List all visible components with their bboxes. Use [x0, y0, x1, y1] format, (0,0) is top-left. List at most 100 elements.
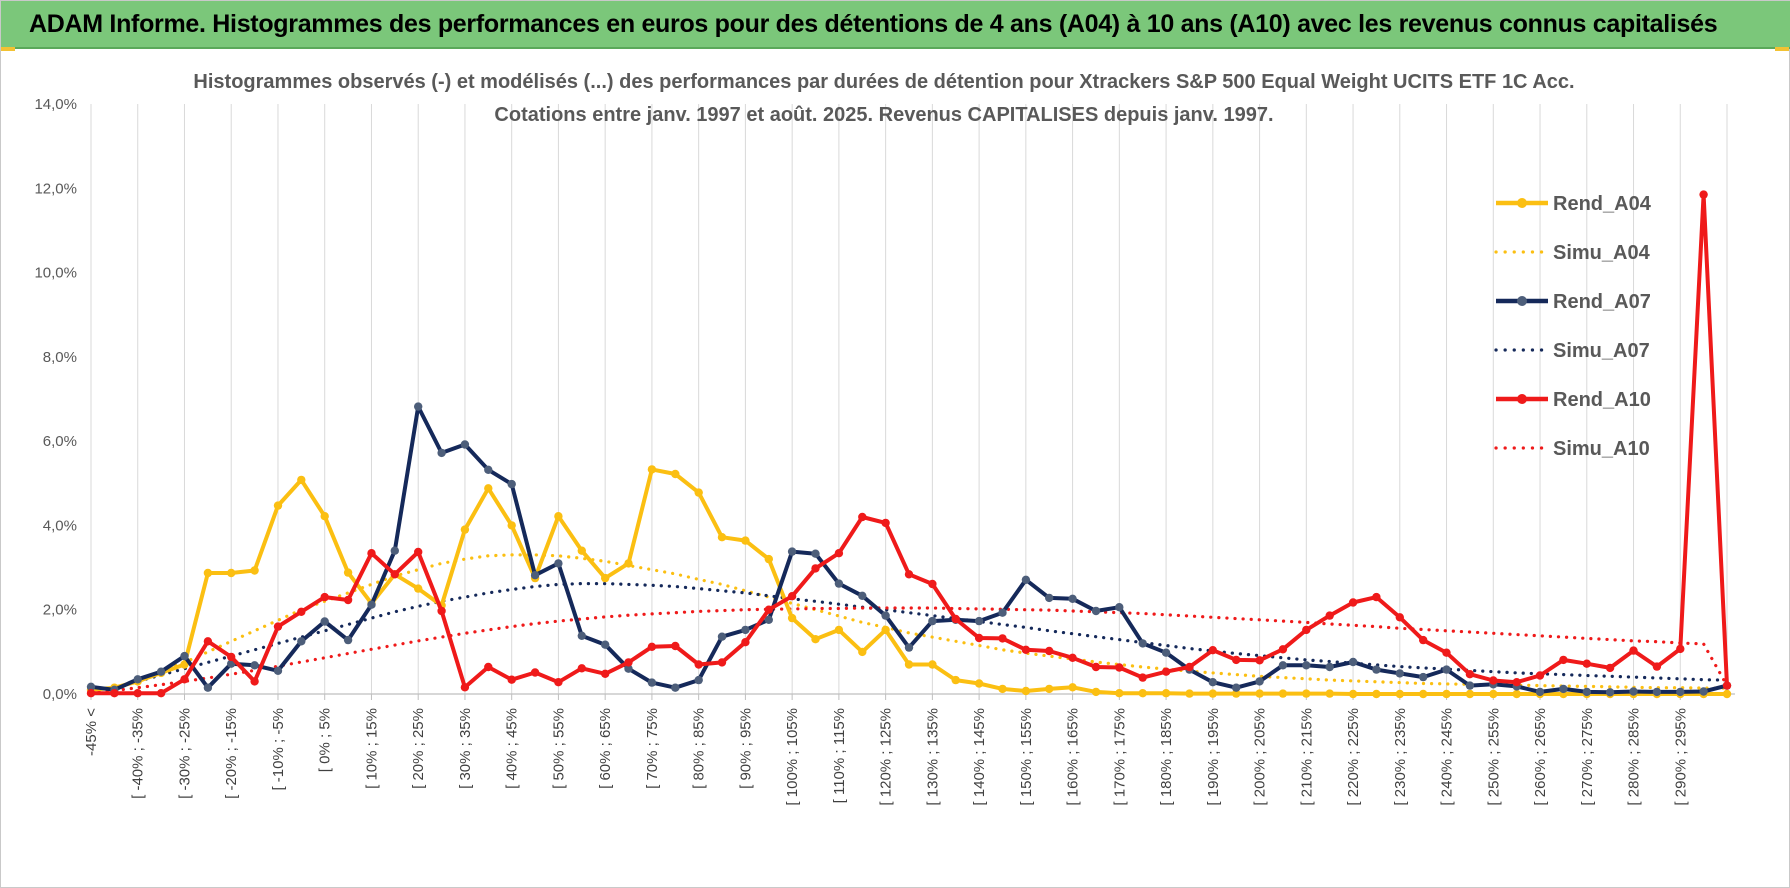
- y-tick-label: 8,0%: [43, 349, 77, 366]
- y-tick-label: 4,0%: [43, 517, 77, 534]
- x-tick-label: [ -30% ; -25%: [176, 708, 193, 799]
- data-point: [1489, 689, 1498, 699]
- data-point: [1652, 687, 1662, 697]
- data-point: [1512, 678, 1521, 687]
- legend-label: Rend_A10: [1553, 389, 1651, 411]
- data-point: [717, 632, 727, 641]
- data-point: [507, 521, 516, 530]
- x-tick-label: [ 110% ; 115%: [831, 708, 848, 803]
- data-point: [180, 675, 189, 684]
- x-tick-label: [ 190% ; 195%: [1205, 708, 1222, 806]
- data-point: [1161, 667, 1171, 676]
- data-point: [180, 660, 189, 669]
- data-point: [624, 664, 633, 673]
- report-title: ADAM Informe. Histogrammes des performan…: [29, 10, 1718, 38]
- data-point: [343, 595, 353, 605]
- data-point: [1208, 689, 1218, 698]
- data-point: [647, 678, 657, 687]
- x-tick-label: [ 220% ; 225%: [1345, 708, 1362, 806]
- x-tick-label: [ 200% ; 205%: [1252, 708, 1269, 806]
- x-tick-label: [ 280% ; 285%: [1626, 708, 1643, 806]
- data-point: [928, 616, 937, 626]
- x-tick-label: [ -40% ; -35%: [130, 708, 147, 799]
- data-point: [1045, 593, 1054, 603]
- data-point: [601, 573, 610, 583]
- data-point: [1676, 687, 1685, 697]
- series-simu_a10: [89, 606, 1729, 695]
- data-point: [320, 617, 329, 626]
- data-point: [1699, 687, 1708, 696]
- x-tick-label: [ 90% ; 95%: [737, 708, 754, 789]
- data-point: [1138, 673, 1147, 682]
- data-point: [928, 579, 937, 589]
- data-point: [203, 637, 213, 646]
- data-point: [671, 683, 680, 692]
- banner-accent-right: [1775, 47, 1789, 51]
- data-point: [811, 564, 820, 573]
- data-point: [1465, 681, 1475, 690]
- data-point: [1208, 646, 1218, 655]
- x-tick-label: [ 170% ; 175%: [1111, 708, 1128, 806]
- data-point: [764, 605, 773, 614]
- legend-item-simu_a07: Simu_A07: [1494, 340, 1650, 362]
- data-point: [764, 554, 773, 564]
- data-point: [554, 559, 563, 568]
- data-point: [1115, 663, 1124, 672]
- data-point: [974, 633, 984, 643]
- legend-marker: [1517, 394, 1527, 404]
- data-point: [1021, 645, 1031, 654]
- y-axis: 0,0% 2,0% 4,0% 6,0% 8,0% 10,0% 12,0% 14,0%: [34, 96, 77, 703]
- data-point: [1302, 661, 1311, 670]
- data-point: [1722, 681, 1732, 690]
- data-point: [1535, 671, 1545, 680]
- data-point: [1068, 653, 1077, 662]
- y-tick-label: 6,0%: [43, 433, 77, 450]
- data-point: [390, 570, 399, 579]
- data-point: [1442, 689, 1451, 699]
- data-point: [1699, 190, 1708, 199]
- legend-marker: [1517, 198, 1527, 208]
- data-point: [577, 546, 586, 555]
- y-tick-label: 10,0%: [34, 265, 77, 282]
- legend-label: Rend_A07: [1553, 291, 1651, 313]
- data-point: [671, 641, 680, 651]
- legend-item-rend_a07: Rend_A07: [1496, 291, 1651, 313]
- data-point: [1722, 689, 1732, 699]
- data-point: [1348, 689, 1358, 699]
- data-point: [1278, 645, 1288, 654]
- data-point: [1372, 665, 1381, 674]
- y-tick-label: 0,0%: [43, 686, 77, 703]
- data-point: [133, 675, 142, 684]
- data-point: [1115, 689, 1124, 698]
- x-tick-label: [ 0% ; 5%: [317, 708, 334, 772]
- data-point: [1021, 575, 1031, 584]
- data-point: [1652, 662, 1662, 671]
- data-point: [1255, 689, 1264, 698]
- data-point: [86, 682, 96, 691]
- data-point: [1629, 646, 1638, 655]
- data-point: [858, 647, 867, 657]
- data-point: [974, 679, 984, 688]
- data-point: [1302, 689, 1311, 698]
- data-point: [250, 566, 259, 575]
- series-line-simu_a04: [89, 553, 1729, 694]
- data-point: [577, 631, 586, 640]
- data-point: [1302, 625, 1311, 635]
- chart-title: Histogrammes observés (-) et modélisés (…: [193, 71, 1574, 126]
- x-tick-label: [ 180% ; 185%: [1158, 708, 1175, 806]
- data-point: [484, 484, 493, 493]
- data-point: [1045, 646, 1054, 656]
- banner-accent-left: [1, 47, 15, 51]
- grid-lines: [90, 104, 1735, 695]
- data-point: [577, 664, 586, 673]
- data-point: [624, 658, 633, 667]
- x-tick-label: [ 270% ; 275%: [1579, 708, 1596, 806]
- x-tick-label: [ 210% ; 215%: [1298, 708, 1315, 806]
- x-tick-label: [ 100% ; 105%: [784, 708, 801, 806]
- data-point: [1559, 684, 1568, 694]
- data-point: [320, 592, 329, 602]
- data-point: [1255, 656, 1264, 665]
- data-point: [694, 675, 703, 685]
- data-point: [1068, 683, 1077, 692]
- x-tick-label: [ 120% ; 125%: [878, 708, 895, 806]
